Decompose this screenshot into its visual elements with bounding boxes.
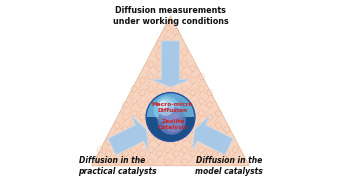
Text: Diffusion measurements
under working conditions: Diffusion measurements under working con…: [113, 6, 228, 26]
Circle shape: [157, 99, 174, 116]
Text: Macro-micro
Diffusion: Macro-micro Diffusion: [152, 102, 193, 113]
Circle shape: [159, 100, 167, 109]
Circle shape: [146, 93, 195, 141]
Circle shape: [153, 96, 180, 123]
Polygon shape: [146, 93, 195, 117]
Text: Diffusion in the
practical catalysts: Diffusion in the practical catalysts: [78, 156, 157, 176]
Text: Zeolite
Catalysis: Zeolite Catalysis: [158, 119, 189, 130]
Text: Diffusion in the
model catalysts: Diffusion in the model catalysts: [195, 156, 263, 176]
Polygon shape: [92, 16, 249, 166]
Circle shape: [158, 107, 186, 135]
Circle shape: [164, 114, 182, 132]
